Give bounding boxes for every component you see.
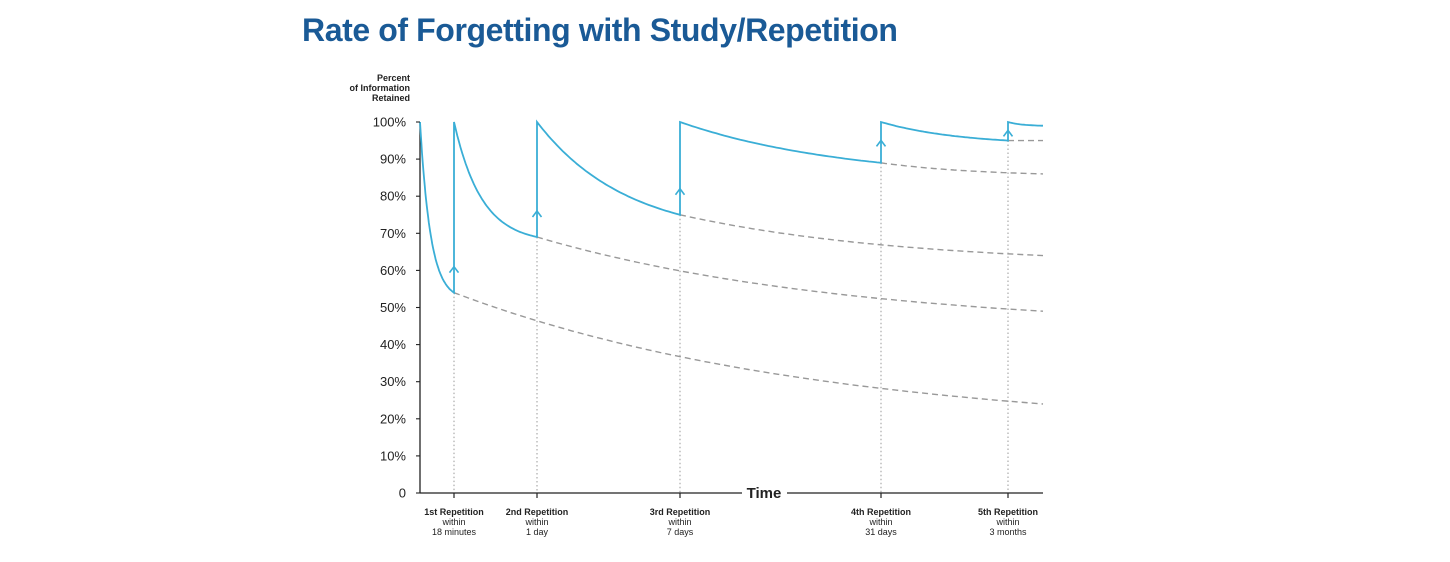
repetition-arrow-icon	[1002, 129, 1014, 137]
repetition-label-name: 4th Repetition	[851, 507, 911, 517]
repetition-arrow-icon	[674, 187, 686, 196]
y-tick-label: 60%	[380, 263, 406, 278]
repetition-label-interval: 7 days	[667, 527, 694, 537]
y-tick-label: 100%	[373, 115, 407, 130]
x-axis-title: Time	[747, 485, 782, 502]
repetition-label-within: within	[868, 517, 892, 527]
repetition-arrow-icon	[448, 265, 460, 274]
repetition-label-name: 1st Repetition	[424, 507, 484, 517]
y-axis-title-line: Retained	[372, 93, 410, 103]
y-ticks-group: 0 10% 20% 30% 40% 50% 60% 70% 80% 90% 100%	[373, 115, 420, 501]
repetition-label-name: 5th Repetition	[978, 507, 1038, 517]
retention-curve-group	[419, 119, 1043, 295]
y-tick-label: 70%	[380, 226, 406, 241]
no-repetition-decay-line	[880, 162, 1044, 175]
y-tick-label: 40%	[380, 337, 406, 352]
y-tick-label: 0	[399, 486, 406, 501]
repetition-label-within: within	[995, 517, 1019, 527]
repetition-label-within: within	[667, 517, 691, 527]
repetition-label-interval: 18 minutes	[432, 527, 477, 537]
chart-title: Rate of Forgetting with Study/Repetition	[302, 12, 898, 48]
repetition-label-name: 3rd Repetition	[650, 507, 711, 517]
no-repetition-decay-line	[679, 214, 1044, 257]
y-axis-title-line: Percent	[377, 73, 410, 83]
y-axis-title-line: of Information	[350, 83, 411, 93]
repetition-label-name: 2nd Repetition	[506, 507, 569, 517]
repetition-label-interval: 3 months	[989, 527, 1027, 537]
repetition-arrow-icon	[531, 209, 543, 218]
y-tick-label: 10%	[380, 448, 406, 463]
axes-group: Time	[419, 122, 1043, 502]
y-tick-label: 20%	[380, 411, 406, 426]
y-tick-label: 80%	[380, 189, 406, 204]
repetition-arrow-icon	[875, 139, 887, 147]
repetition-label-within: within	[524, 517, 548, 527]
no-repetition-decay-line	[453, 292, 1044, 405]
no-repetition-decay-line	[536, 236, 1044, 312]
repetition-label-interval: 1 day	[526, 527, 549, 537]
retention-curve-line	[419, 119, 1043, 295]
repetition-label-within: within	[441, 517, 465, 527]
y-tick-label: 50%	[380, 300, 406, 315]
repetition-label-interval: 31 days	[865, 527, 897, 537]
y-tick-label: 30%	[380, 374, 406, 389]
no-repetition-decay-group	[453, 139, 1044, 405]
repetition-guides-group	[453, 140, 1009, 493]
y-tick-label: 90%	[380, 152, 406, 167]
y-axis-title: Percent of Information Retained	[350, 73, 411, 103]
